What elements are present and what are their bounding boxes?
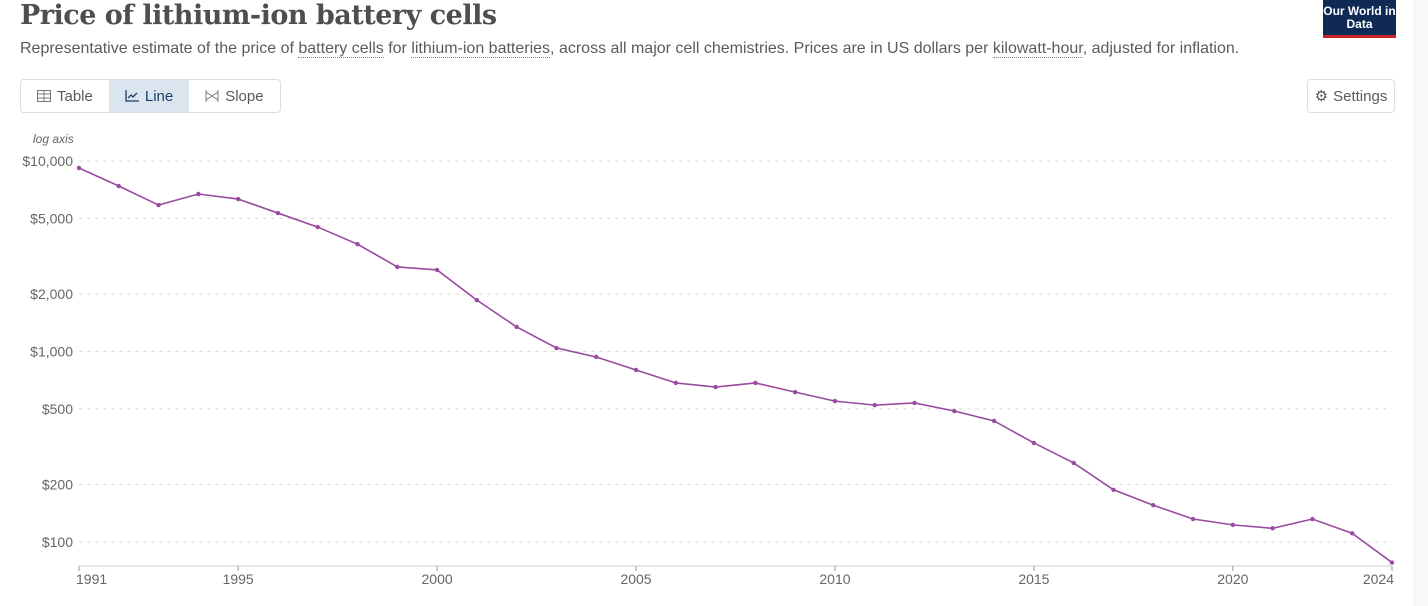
log-axis-label: log axis xyxy=(33,132,74,146)
settings-label: Settings xyxy=(1333,87,1388,105)
data-point xyxy=(912,400,917,406)
x-tick-label: 1991 xyxy=(76,571,107,587)
data-point xyxy=(474,297,480,303)
data-point xyxy=(633,367,639,373)
data-point xyxy=(315,224,320,230)
data-point xyxy=(832,398,838,404)
link-lithium-ion[interactable]: lithium-ion batteries xyxy=(411,40,551,58)
tab-label: Line xyxy=(144,87,174,105)
data-point xyxy=(872,402,877,408)
data-point xyxy=(713,384,718,390)
subtitle-text: Representative estimate of the price of xyxy=(20,40,299,57)
settings-button[interactable]: ⚙ Settings xyxy=(1307,79,1395,113)
data-point xyxy=(1071,460,1076,466)
link-battery-cells[interactable]: battery cells xyxy=(298,40,384,58)
data-point xyxy=(792,389,798,395)
y-tick-label: $500 xyxy=(42,401,73,417)
link-kilowatt-hour[interactable]: kilowatt-hour xyxy=(992,40,1083,58)
y-tick-label: $200 xyxy=(42,477,73,493)
series-line xyxy=(78,167,1393,564)
data-point xyxy=(395,264,400,270)
owid-logo[interactable]: Our World in Data xyxy=(1323,0,1396,38)
data-point xyxy=(1350,531,1355,536)
y-tick-label: $100 xyxy=(42,534,73,550)
right-border xyxy=(1414,0,1428,606)
tab-table[interactable]: Table xyxy=(21,80,109,112)
data-point xyxy=(991,418,997,424)
data-point xyxy=(753,380,758,386)
data-point xyxy=(1270,526,1275,531)
data-point xyxy=(594,354,599,360)
data-point xyxy=(1389,560,1395,565)
subtitle-text: for xyxy=(383,40,412,57)
x-tick-label: 1995 xyxy=(223,571,254,587)
data-point xyxy=(434,267,440,273)
data-point xyxy=(673,380,679,386)
data-point xyxy=(1151,503,1156,508)
data-point xyxy=(1111,487,1116,492)
y-tick-label: $10,000 xyxy=(22,153,73,169)
line-chart-icon xyxy=(125,90,139,102)
x-tick-label: 2005 xyxy=(620,571,651,587)
chart-subtitle: Representative estimate of the price of … xyxy=(20,40,1239,58)
data-point xyxy=(116,183,121,189)
data-point xyxy=(1310,516,1315,522)
data-point xyxy=(355,241,360,247)
data-point xyxy=(76,165,82,171)
data-point xyxy=(196,191,201,197)
x-tick-label: 2020 xyxy=(1217,571,1248,587)
tab-slope[interactable]: Slope xyxy=(189,80,279,112)
view-tabs: Table Line Slope xyxy=(20,79,281,113)
table-icon xyxy=(37,90,51,102)
data-point xyxy=(1031,440,1037,446)
data-point xyxy=(156,202,161,208)
y-tick-label: $5,000 xyxy=(30,210,73,226)
tab-label: Slope xyxy=(225,87,264,105)
data-point xyxy=(952,408,957,414)
data-point xyxy=(554,345,559,351)
data-point xyxy=(275,210,281,216)
x-tick-label: 2024 xyxy=(1363,571,1394,587)
data-point xyxy=(1230,522,1236,528)
y-tick-label: $2,000 xyxy=(30,286,73,302)
x-tick-label: 2000 xyxy=(422,571,453,587)
x-tick-label: 2015 xyxy=(1018,571,1049,587)
tab-line[interactable]: Line xyxy=(108,80,190,112)
data-point xyxy=(235,196,241,202)
data-point xyxy=(1190,516,1196,522)
x-tick-label: 2010 xyxy=(819,571,850,587)
subtitle-text: , across all major cell chemistries. Pri… xyxy=(550,40,993,57)
y-tick-label: $1,000 xyxy=(30,344,73,360)
slope-icon xyxy=(205,90,219,102)
tab-label: Table xyxy=(57,87,93,105)
gear-icon: ⚙ xyxy=(1314,88,1329,105)
chart-title: Price of lithium-ion battery cells xyxy=(20,0,497,31)
subtitle-text: , adjusted for inflation. xyxy=(1082,40,1240,57)
data-point xyxy=(514,324,519,330)
